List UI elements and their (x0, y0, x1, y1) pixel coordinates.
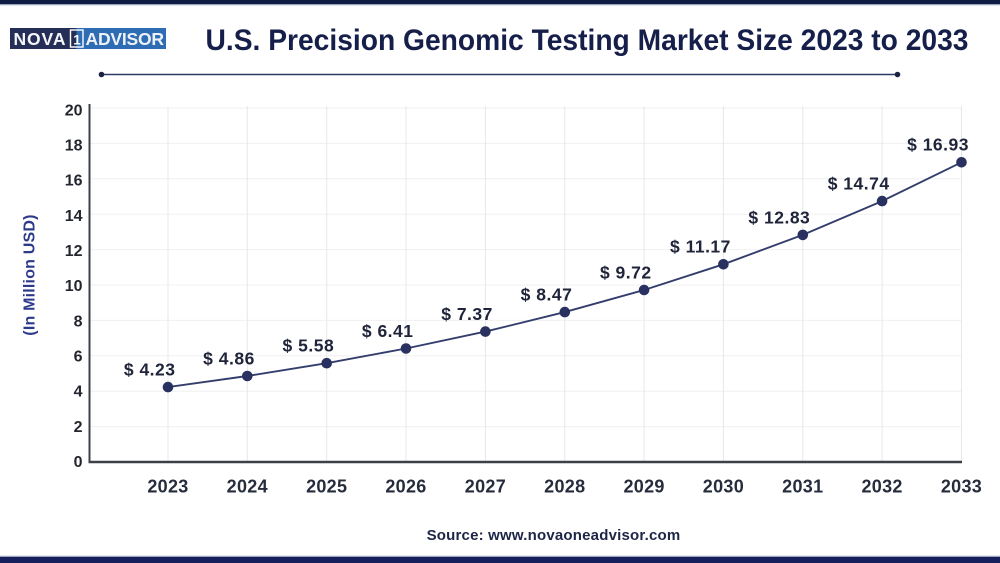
svg-text:2031: 2031 (782, 477, 823, 497)
svg-text:12: 12 (65, 243, 83, 260)
svg-text:6: 6 (74, 349, 83, 366)
svg-text:2033: 2033 (941, 477, 982, 497)
svg-text:Source: www.novaoneadvisor.com: Source: www.novaoneadvisor.com (427, 527, 681, 544)
svg-text:2: 2 (74, 419, 83, 436)
svg-text:(In Million USD): (In Million USD) (22, 214, 39, 335)
svg-text:4: 4 (74, 384, 83, 401)
svg-text:$ 6.41: $ 6.41 (362, 321, 414, 341)
svg-text:8: 8 (74, 313, 83, 330)
svg-text:ADVISOR: ADVISOR (86, 29, 165, 49)
svg-text:$ 14.74: $ 14.74 (828, 174, 890, 194)
svg-text:2023: 2023 (147, 477, 188, 497)
svg-text:2032: 2032 (861, 477, 902, 497)
svg-text:$ 4.23: $ 4.23 (124, 360, 176, 380)
svg-text:16: 16 (65, 173, 83, 190)
svg-text:$ 8.47: $ 8.47 (521, 285, 573, 305)
svg-text:18: 18 (65, 138, 83, 155)
svg-text:$ 5.58: $ 5.58 (283, 336, 335, 356)
svg-text:$ 11.17: $ 11.17 (670, 237, 731, 257)
svg-text:1: 1 (73, 32, 81, 47)
svg-text:14: 14 (65, 208, 83, 225)
svg-text:2030: 2030 (703, 477, 744, 497)
svg-text:$ 4.86: $ 4.86 (203, 348, 255, 368)
svg-text:0: 0 (74, 454, 83, 471)
svg-text:$ 7.37: $ 7.37 (441, 304, 493, 324)
svg-text:2029: 2029 (623, 477, 664, 497)
svg-text:2028: 2028 (544, 477, 585, 497)
svg-text:2025: 2025 (306, 477, 347, 497)
svg-text:2026: 2026 (385, 477, 426, 497)
svg-text:$ 12.83: $ 12.83 (748, 207, 810, 227)
svg-text:$ 16.93: $ 16.93 (907, 135, 969, 155)
svg-text:20: 20 (65, 102, 83, 119)
svg-text:$ 9.72: $ 9.72 (600, 262, 652, 282)
svg-text:U.S. Precision Genomic Testing: U.S. Precision Genomic Testing Market Si… (206, 24, 969, 57)
svg-text:2027: 2027 (465, 477, 506, 497)
svg-text:NOVA: NOVA (14, 29, 67, 49)
svg-text:2024: 2024 (227, 477, 268, 497)
svg-text:10: 10 (65, 278, 83, 295)
